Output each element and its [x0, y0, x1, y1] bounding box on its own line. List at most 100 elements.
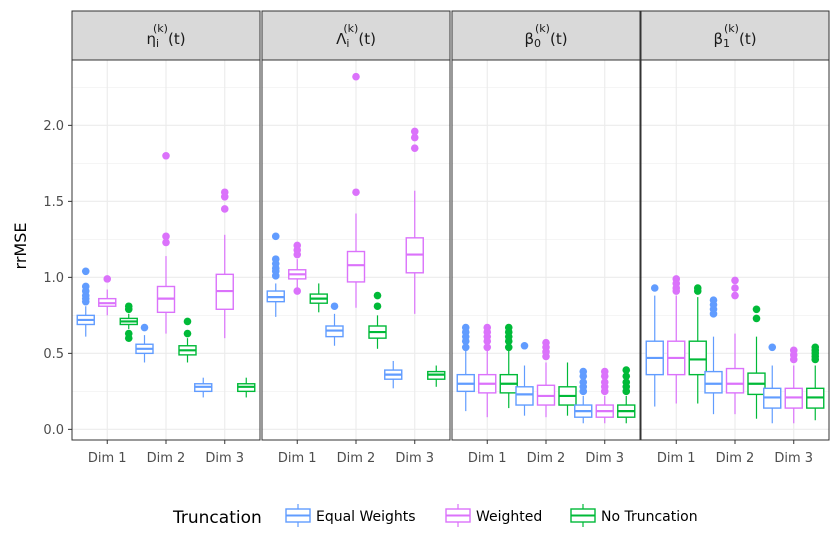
legend: Truncation Equal Weights Weighted No Trunc…: [172, 504, 698, 528]
facet-panels: ηi(k)(t)Dim 1 Dim 2 Dim 3Λi(k)(t)Dim 1 Dim …: [71, 10, 830, 466]
y-tick-label: 1.5: [43, 195, 64, 210]
x-tick-label: Dim 2: [337, 451, 376, 466]
outlier-point: [373, 291, 382, 300]
outlier-point: [140, 323, 149, 332]
strip-base: Λ: [336, 30, 347, 48]
facet-strip: [71, 10, 261, 61]
box-mark: [558, 362, 577, 416]
outlier-point: [330, 302, 339, 311]
outlier-point: [622, 366, 631, 374]
facet-strip: [451, 10, 641, 61]
outlier-point: [731, 276, 739, 285]
outlier-point: [271, 255, 280, 263]
box-body: [515, 386, 534, 406]
outlier-point: [183, 317, 192, 326]
y-axis-title: rrMSE: [11, 223, 30, 270]
outlier-point: [183, 329, 192, 338]
outlier-point: [410, 144, 419, 152]
category-group: [194, 188, 256, 398]
category-group: [515, 338, 577, 418]
category-group: [645, 275, 707, 407]
outlier-point: [461, 343, 470, 352]
legend-key: [445, 504, 471, 527]
box-mark: [368, 291, 387, 349]
outlier-point: [81, 267, 90, 276]
facet-strip-label: ηi (k)(t): [146, 22, 185, 50]
box-body: [704, 370, 723, 394]
box-mark: [617, 366, 636, 424]
strip-superscript: (k): [724, 22, 739, 35]
outlier-point: [373, 302, 382, 311]
box-mark: [536, 338, 556, 418]
outlier-point: [752, 305, 761, 314]
box-mark: [574, 367, 593, 424]
box-body: [688, 340, 707, 376]
strip-subscript: 0: [534, 37, 541, 50]
y-tick-label: 2.0: [43, 119, 64, 134]
box-mark: [747, 305, 766, 419]
box-mark: [288, 241, 307, 295]
outlier-point: [271, 232, 280, 241]
box-mark: [456, 323, 475, 412]
x-tick-label: Dim 2: [147, 451, 186, 466]
box-mark: [156, 151, 176, 334]
box-body: [725, 367, 745, 394]
outlier-point: [220, 188, 229, 197]
strip-superscript: (k): [153, 22, 168, 35]
outlier-point: [461, 323, 470, 332]
strip-base: η: [146, 30, 156, 48]
outlier-point: [520, 341, 529, 350]
box-mark: [384, 360, 403, 389]
category-group: [76, 267, 138, 342]
strip-subscript: i: [156, 37, 159, 50]
box-body: [346, 250, 366, 283]
x-tick-label: Dim 1: [88, 451, 127, 466]
legend-key: [570, 504, 596, 527]
outlier-point: [293, 287, 302, 295]
facet-panel: ηi (k)(t) Dim 1 Dim 2 Dim 3: [71, 10, 261, 466]
outlier-point: [622, 372, 631, 380]
outlier-point: [410, 133, 419, 142]
outlier-point: [768, 343, 777, 352]
box-mark: [427, 365, 446, 387]
outlier-point: [124, 329, 133, 338]
x-tick-label: Dim 1: [468, 451, 507, 466]
outlier-point: [600, 378, 609, 387]
outlier-point: [103, 275, 112, 283]
facet-strip-label: Λi (k)(t): [336, 22, 376, 50]
legend-key: [285, 504, 311, 527]
outlier-point: [124, 302, 133, 311]
y-axis: 0.0 0.5 1.0 1.5 2.0: [43, 119, 72, 438]
x-tick-label: Dim 1: [657, 451, 696, 466]
strip-superscript: (k): [535, 22, 550, 35]
facet-panel: Λi (k)(t) Dim 1 Dim 2 Dim 3: [261, 10, 451, 466]
strip-suffix: (t): [358, 30, 376, 48]
box-mark: [135, 323, 154, 363]
outlier-point: [504, 323, 513, 332]
y-tick-label: 1.0: [43, 271, 64, 286]
category-group: [266, 232, 328, 317]
strip-subscript: i: [346, 37, 349, 50]
strip-base: β: [524, 30, 534, 48]
category-group: [325, 72, 387, 349]
outlier-point: [693, 284, 702, 292]
outlier-point: [731, 291, 739, 300]
facet-strip-label: β1 (k)(t): [713, 22, 756, 50]
facet-panel: β1 (k)(t) Dim 1 Dim 2 Dim 3: [640, 10, 830, 466]
box-mark: [806, 343, 825, 421]
outlier-point: [162, 232, 170, 241]
facet-panel: β0 (k)(t) Dim 1 Dim 2 Dim 3: [451, 10, 641, 466]
x-tick-label: Dim 1: [278, 451, 317, 466]
box-mark: [325, 302, 344, 346]
box-mark: [595, 367, 614, 424]
outlier-point: [709, 296, 718, 304]
box-mark: [645, 284, 664, 407]
y-tick-label: 0.5: [43, 347, 64, 362]
legend-label: Equal Weights: [316, 509, 416, 525]
strip-base: β: [713, 30, 723, 48]
box-mark: [98, 275, 117, 316]
strip-suffix: (t): [739, 30, 757, 48]
box-mark: [499, 323, 518, 409]
box-mark: [784, 346, 803, 424]
